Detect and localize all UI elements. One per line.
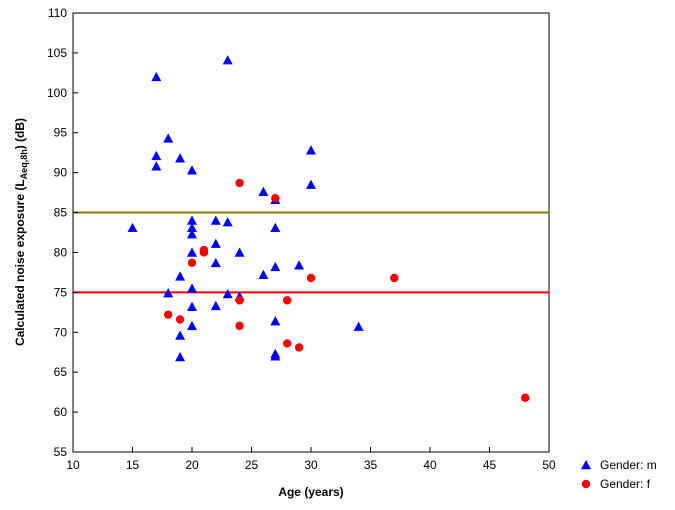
y-tick-label: 70 bbox=[54, 325, 68, 339]
data-point-m bbox=[163, 288, 174, 298]
data-point-m bbox=[210, 238, 221, 248]
legend-label: Gender: m bbox=[600, 458, 657, 472]
legend-marker-f bbox=[581, 479, 591, 489]
data-point-m bbox=[175, 330, 186, 340]
data-point-m bbox=[222, 217, 233, 227]
x-tick-label: 30 bbox=[304, 458, 318, 472]
data-point-f bbox=[271, 193, 280, 203]
y-tick-label: 60 bbox=[54, 405, 68, 419]
data-point-m bbox=[187, 165, 197, 175]
x-tick-label: 45 bbox=[483, 458, 497, 472]
data-point-m bbox=[187, 283, 197, 293]
legend-marker-m bbox=[581, 460, 591, 470]
data-point-m bbox=[294, 260, 305, 270]
reference-lines bbox=[73, 211, 549, 294]
data-point-m bbox=[222, 288, 233, 299]
data-point-m bbox=[151, 71, 162, 82]
data-point-m bbox=[151, 150, 162, 161]
x-tick-label: 25 bbox=[245, 458, 259, 472]
data-point-m bbox=[163, 133, 174, 143]
y-tick-label: 80 bbox=[54, 245, 68, 259]
y-tick-label: 95 bbox=[54, 126, 68, 140]
x-tick-label: 15 bbox=[126, 458, 140, 472]
y-tick-label: 110 bbox=[48, 6, 67, 20]
data-point-f bbox=[521, 393, 530, 402]
data-point-m bbox=[270, 351, 281, 361]
data-point-m bbox=[270, 261, 281, 272]
data-point-m bbox=[175, 271, 186, 281]
data-point-m bbox=[187, 229, 197, 239]
data-point-f bbox=[187, 258, 197, 268]
x-tick-label: 10 bbox=[66, 458, 80, 472]
data-point-f bbox=[199, 248, 209, 257]
data-point-m bbox=[353, 321, 364, 331]
y-axis-ticks: 55 60 65 70 75 80 85 90 95 100 105 110 bbox=[47, 6, 78, 459]
data-point-m bbox=[187, 222, 197, 232]
x-axis-ticks: 10 15 20 25 30 35 40 45 50 bbox=[66, 447, 556, 472]
y-axis-title: Calculated noise exposure (LAeq,8h) (dB) bbox=[13, 118, 29, 346]
data-point-f bbox=[175, 315, 185, 324]
data-point-f bbox=[390, 273, 399, 283]
data-point-m bbox=[258, 269, 269, 280]
plot-frame bbox=[72, 12, 550, 453]
y-tick-label: 105 bbox=[47, 46, 67, 60]
data-point-m bbox=[187, 247, 197, 257]
y-tick-label: 65 bbox=[54, 365, 68, 379]
data-point-m bbox=[234, 247, 245, 257]
x-tick-label: 50 bbox=[542, 458, 556, 472]
data-points bbox=[127, 55, 530, 402]
data-point-m bbox=[210, 215, 221, 225]
x-tick-label: 20 bbox=[185, 458, 199, 472]
y-tick-label: 85 bbox=[54, 206, 68, 220]
data-point-m bbox=[306, 179, 316, 189]
y-tick-label: 100 bbox=[47, 86, 67, 100]
data-point-f bbox=[164, 310, 173, 319]
data-point-m bbox=[175, 153, 186, 163]
data-point-m bbox=[306, 145, 316, 155]
data-point-m bbox=[127, 222, 138, 232]
data-point-f bbox=[235, 321, 244, 331]
y-tick-label: 90 bbox=[54, 166, 68, 180]
data-point-m bbox=[187, 215, 197, 225]
data-point-f bbox=[283, 296, 292, 305]
y-tick-label: 75 bbox=[54, 285, 68, 299]
y-tick-label: 55 bbox=[54, 445, 68, 459]
data-point-m bbox=[270, 222, 281, 232]
x-tick-label: 35 bbox=[364, 458, 378, 472]
data-point-f bbox=[235, 296, 244, 305]
data-point-m bbox=[175, 352, 186, 362]
data-point-f bbox=[235, 178, 244, 188]
data-point-m bbox=[258, 186, 269, 197]
data-point-m bbox=[270, 316, 281, 326]
data-point-m bbox=[151, 161, 162, 171]
legend-label: Gender: f bbox=[600, 477, 651, 491]
data-point-m bbox=[210, 300, 221, 311]
x-axis-title: Age (years) bbox=[278, 485, 343, 499]
data-point-f bbox=[283, 339, 292, 348]
data-point-m bbox=[187, 320, 197, 331]
legend: Gender: m Gender: f bbox=[581, 458, 657, 491]
data-point-m bbox=[222, 55, 233, 65]
data-point-f bbox=[306, 273, 316, 283]
data-point-m bbox=[210, 257, 221, 268]
data-point-f bbox=[294, 343, 304, 352]
data-point-m bbox=[187, 301, 197, 311]
x-tick-label: 40 bbox=[423, 458, 437, 472]
